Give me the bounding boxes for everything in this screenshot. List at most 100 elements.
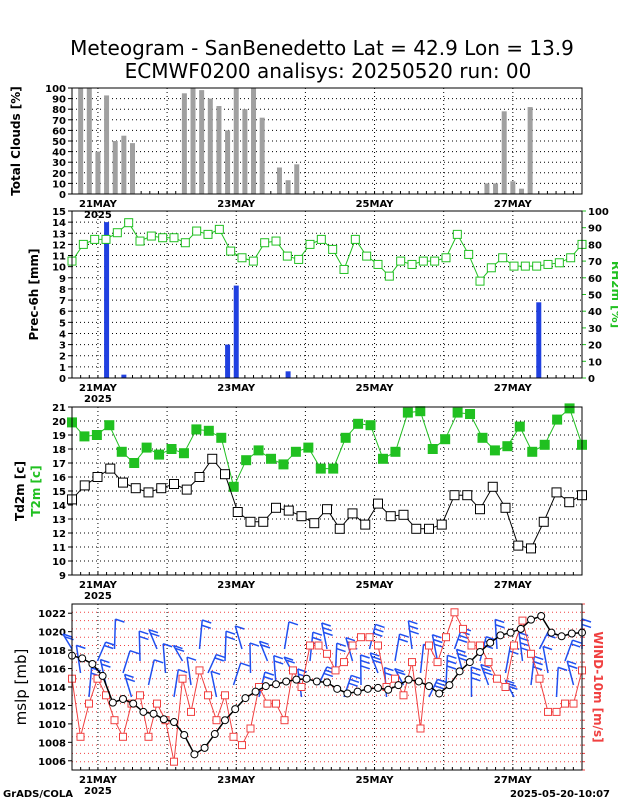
wind-barb-flag <box>542 645 553 651</box>
mslp-point <box>425 682 433 691</box>
t2m-point <box>129 458 140 468</box>
mslp-point <box>567 629 576 638</box>
wind-point <box>297 683 306 691</box>
td2m-point <box>526 543 536 554</box>
wind-barb-flag <box>351 674 361 680</box>
wind-barb-flag <box>91 667 101 672</box>
rh-point <box>158 233 168 243</box>
wind-barb-flag <box>264 671 275 676</box>
t2m-point <box>427 444 438 454</box>
cloud-bar <box>130 143 136 194</box>
precip-bar <box>285 371 291 378</box>
wind-point <box>306 641 314 650</box>
wind-barb-flag <box>345 636 356 642</box>
wind-barb <box>173 669 180 698</box>
wind-barb <box>431 634 439 662</box>
wind-barb-flag <box>285 659 295 664</box>
wind-point <box>365 633 374 642</box>
t2m-point <box>514 421 525 432</box>
temperature-panel: 9 10 11 12 13 14 15 16 17 18 19 20 21 21MAY 23MAY 25MAY… <box>13 403 587 602</box>
wind-barb <box>198 619 203 650</box>
wind-point <box>204 691 212 700</box>
y-axis-label: T2m [c] <box>29 465 43 516</box>
wind-barb-flag <box>162 643 173 648</box>
wind-barb <box>273 655 277 686</box>
wind-point <box>552 707 561 716</box>
x-tick-label: 25MAY <box>356 580 395 591</box>
wind-barb-flag <box>396 670 406 676</box>
t2m-point <box>365 420 376 431</box>
precip-rh-panel: 0123456789101112131415010203040506070809… <box>27 207 618 405</box>
wind-barb-flag <box>408 625 419 630</box>
mslp-point <box>88 659 97 668</box>
wind-barb-flag <box>225 635 236 641</box>
td2m-point <box>322 504 332 515</box>
rh-point <box>441 253 451 263</box>
wind-point <box>170 757 178 766</box>
td2m-point <box>436 519 447 530</box>
mslp-point <box>557 632 566 641</box>
t2m-point <box>303 442 314 453</box>
wind-barb-flag <box>457 652 467 658</box>
wind-point <box>340 658 348 667</box>
mslp-point <box>476 647 484 656</box>
rh-point <box>146 231 156 241</box>
temp-y-tick-label: 16 <box>52 473 66 484</box>
wind-barb-flag <box>297 668 307 673</box>
cloud-bar <box>251 88 257 194</box>
mslp-tick-label: 1018 <box>38 646 66 657</box>
mslp-point <box>129 699 138 708</box>
x-tick-label: 21MAY <box>79 580 118 591</box>
rh-tick-label: 70 <box>588 257 602 268</box>
mslp-point <box>312 677 321 686</box>
wind-barb <box>542 646 549 674</box>
wind-barb-flag <box>283 656 294 661</box>
wind-point <box>442 633 450 642</box>
wind-barb-flag <box>62 633 73 638</box>
t2m-point <box>353 418 364 429</box>
t2m-point <box>477 432 488 443</box>
wind-barb-flag <box>349 678 360 684</box>
wind-barb <box>407 620 413 650</box>
rh-tick-label: 20 <box>588 341 602 352</box>
cloud-bar <box>207 98 213 194</box>
mslp-point <box>119 694 127 703</box>
wind-barb-flag <box>105 641 115 646</box>
wind-barb-flag <box>372 659 383 664</box>
wind-barb-flag <box>409 630 419 635</box>
wind-barb-flag <box>483 671 493 676</box>
wind-barb-flag <box>249 642 260 647</box>
t2m-point <box>527 446 538 457</box>
wind-point <box>476 641 484 650</box>
td2m-point <box>169 479 179 489</box>
wind-point <box>561 699 569 708</box>
mslp-point <box>333 684 342 693</box>
x-tick-label: 21MAY <box>79 383 118 394</box>
wind-point <box>187 707 195 716</box>
wind-barb-flag <box>103 644 114 650</box>
x-tick-label: 27MAY <box>494 199 533 210</box>
wind-barb-flag <box>534 655 544 661</box>
rh-tick-label: 50 <box>588 291 602 302</box>
t2m-point <box>502 441 513 452</box>
t2m-point <box>278 459 289 470</box>
mslp-point <box>547 628 556 637</box>
rh-tick-label: 0 <box>588 374 595 385</box>
wind-point <box>153 699 161 708</box>
wind-barb-flag <box>568 664 578 670</box>
wind-barb-flag <box>399 633 409 638</box>
wind-barb <box>147 659 155 686</box>
wind-point <box>272 699 280 708</box>
wind-barb-flag <box>471 671 481 677</box>
mslp-point <box>221 716 229 725</box>
precip-y-tick-label: 2 <box>59 352 66 363</box>
precip-y-tick-label: 0 <box>59 374 66 385</box>
td2m-point <box>258 516 269 527</box>
wind-point <box>212 716 221 725</box>
wind-barb <box>148 629 158 650</box>
footer-right: 2025-05-20-10:07 <box>510 789 610 800</box>
precip-bar <box>104 222 110 378</box>
td2m-point <box>130 483 141 494</box>
rh-point <box>407 259 417 269</box>
